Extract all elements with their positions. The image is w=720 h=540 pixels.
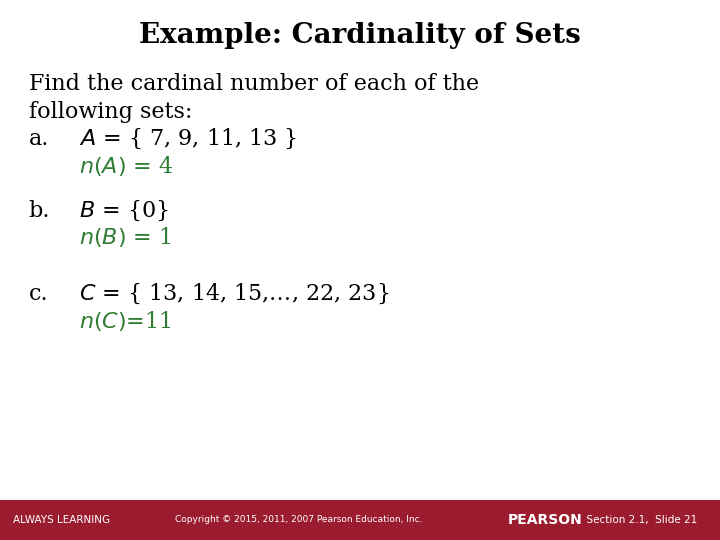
Text: Example: Cardinality of Sets: Example: Cardinality of Sets	[139, 22, 581, 49]
Text: $n(B)$ = 1: $n(B)$ = 1	[79, 225, 171, 249]
Text: c.: c.	[29, 284, 48, 305]
FancyBboxPatch shape	[0, 500, 720, 540]
Text: $A$ = { 7, 9, 11, 13 }: $A$ = { 7, 9, 11, 13 }	[79, 127, 297, 151]
Text: Copyright © 2015, 2011, 2007 Pearson Education, Inc.: Copyright © 2015, 2011, 2007 Pearson Edu…	[175, 515, 423, 524]
Text: $n(A)$ = 4: $n(A)$ = 4	[79, 154, 174, 178]
Text: $n(C)$=11: $n(C)$=11	[79, 309, 172, 333]
Text: a.: a.	[29, 129, 49, 150]
Text: $B$ = {0}: $B$ = {0}	[79, 199, 169, 222]
Text: b.: b.	[29, 200, 50, 221]
Text: following sets:: following sets:	[29, 101, 192, 123]
Text: Section 2.1,  Slide 21: Section 2.1, Slide 21	[580, 515, 697, 525]
Text: $C$ = { 13, 14, 15,…, 22, 23}: $C$ = { 13, 14, 15,…, 22, 23}	[79, 282, 390, 306]
Text: ALWAYS LEARNING: ALWAYS LEARNING	[13, 515, 110, 525]
Text: PEARSON: PEARSON	[508, 513, 582, 526]
Text: Find the cardinal number of each of the: Find the cardinal number of each of the	[29, 73, 479, 94]
